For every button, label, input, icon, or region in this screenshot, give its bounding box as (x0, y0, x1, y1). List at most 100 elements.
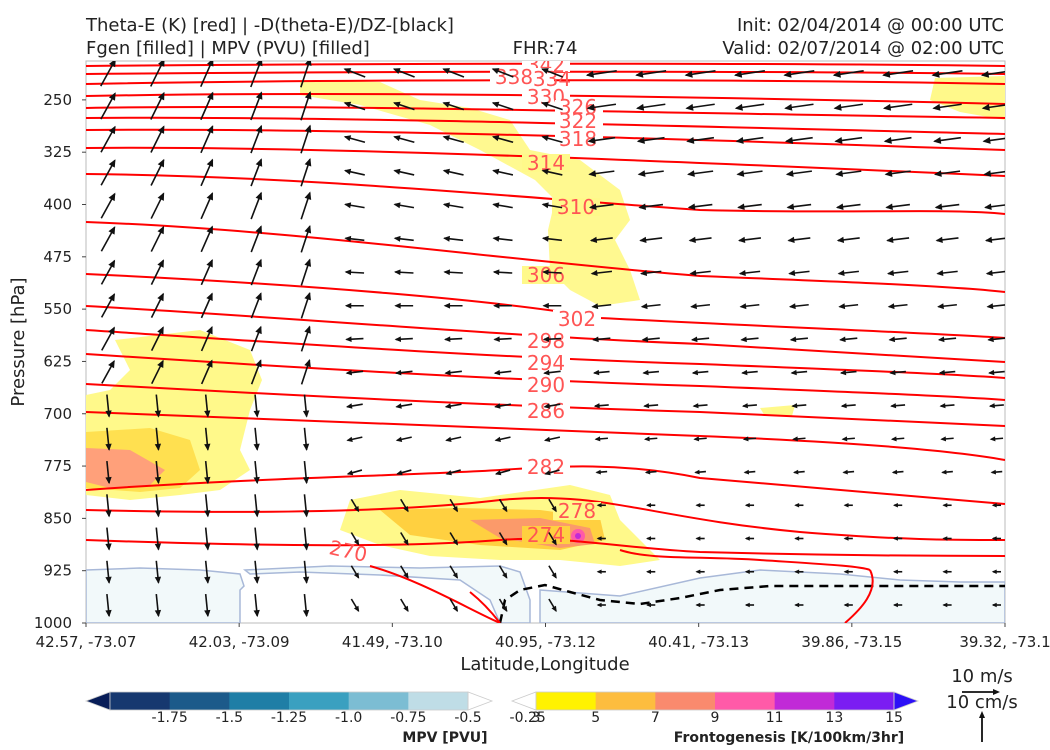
colorbar-tick-label: 15 (885, 710, 903, 726)
wind-vector-head (841, 436, 848, 442)
wind-vector-head (255, 191, 263, 201)
wind-vector-head (304, 225, 312, 234)
wind-vector-head (984, 236, 993, 243)
wind-vector-head (983, 170, 992, 177)
wind-vector-head (541, 202, 549, 209)
wind-vector-head (443, 235, 450, 242)
wind-vector-head (783, 70, 792, 78)
x-axis-label: Latitude,Longitude (460, 654, 629, 675)
wind-vector-head (837, 269, 845, 277)
wind-vector-head (204, 476, 211, 485)
wind-vector-head (988, 403, 995, 409)
y-axis-label: Pressure [hPa] (8, 277, 29, 406)
wind-vector-head (982, 136, 991, 144)
wind-vector-head (840, 403, 847, 409)
wind-vector-head (942, 536, 948, 541)
wind-vector-head (744, 569, 750, 574)
wind-vector-head (883, 136, 892, 144)
wind-vector-head (452, 605, 458, 613)
wind-vector-head (304, 61, 312, 67)
theta-label-310: 310 (557, 195, 595, 219)
wind-vector-head (442, 168, 450, 175)
wind-vector-head (494, 470, 502, 476)
wind-vector-head (737, 236, 746, 243)
y-tick-label: 625 (43, 352, 72, 370)
wind-vector-head (541, 101, 549, 108)
fgen-max-spot-core (575, 533, 581, 539)
wind-vector-head (108, 192, 116, 202)
wind-vector-head (794, 602, 800, 608)
wind-vector-head (108, 259, 116, 269)
theta-e-labels: 342 338 334 330 326 322 318 314 310 306 … (327, 61, 603, 567)
wind-vector-head (743, 469, 750, 475)
wind-vector-head (253, 476, 260, 485)
x-axis: 42.57, -73.07 42.03, -73.09 41.49, -73.10 4… (36, 623, 1050, 651)
wind-vector-head (889, 369, 896, 376)
colorbar-tick-label: 9 (711, 710, 720, 726)
wind-vector-head (685, 103, 694, 111)
wind-vector-head (551, 605, 557, 613)
wind-vector-head (255, 359, 262, 368)
wind-vector-head (206, 259, 213, 268)
wind-vector-head (394, 336, 402, 343)
wind-vector-head (843, 602, 849, 608)
wind-vector-head (444, 403, 452, 409)
wind-vector-head (636, 103, 645, 111)
wind-vector-head (739, 303, 747, 310)
wind-vector-head (740, 336, 747, 343)
wind-vector-head (304, 124, 312, 133)
wind-vector-head (105, 543, 112, 551)
wind-vector-head (396, 470, 403, 476)
wind-vectors (100, 61, 1005, 618)
wind-vector-head (493, 302, 500, 309)
colorbar-extend-max (893, 691, 920, 711)
wind-vector-head (502, 539, 508, 546)
wind-vector-head (931, 70, 940, 78)
wind-vector-head (637, 170, 646, 177)
wind-vector-head (690, 336, 698, 343)
wind-vector-head (585, 70, 594, 78)
colorbar-frame (109, 691, 469, 711)
wind-vector-head (502, 505, 508, 513)
wind-vector-head (452, 572, 458, 579)
wind-vector-head (302, 609, 310, 618)
wind-vector-head (206, 292, 213, 301)
wind-vector-head (394, 369, 402, 376)
wind-vector-head (304, 91, 312, 100)
wind-vector-head (886, 236, 894, 243)
wind-vector-head (792, 469, 799, 475)
wind-vector-head (108, 159, 116, 168)
theta-label-302: 302 (558, 307, 596, 331)
wind-vector-head (942, 569, 948, 574)
wind-vector-head (105, 609, 112, 618)
y-tick-label: 925 (43, 562, 72, 580)
wind-vector-head (204, 410, 211, 418)
theta-label-318: 318 (559, 127, 597, 151)
wind-vector-head (980, 70, 990, 78)
wind-vector-head (789, 336, 797, 343)
wind-vector-head (403, 572, 409, 579)
wind-vector-head (346, 436, 353, 442)
y-tick-label: 475 (43, 248, 72, 266)
wind-vector-head (787, 236, 795, 243)
wind-vector-head (888, 336, 896, 343)
wind-vector-head (942, 503, 948, 508)
wind-vector-head (393, 202, 401, 209)
wind-vector-head (302, 410, 310, 418)
wind-vector-head (452, 505, 458, 513)
wind-vector-head (744, 602, 750, 608)
wind-vector-head (494, 436, 501, 442)
wind-vector-head (893, 503, 898, 508)
wind-vector-head (991, 536, 997, 541)
wind-vector-head (543, 403, 550, 409)
init-time: Init: 02/04/2014 @ 00:00 UTC (737, 15, 1004, 36)
wind-vector-head (690, 303, 697, 310)
wind-vector-head (345, 336, 352, 343)
wind-vector-head (345, 369, 353, 376)
theta-e-contours (86, 62, 1005, 623)
wind-vector-head (108, 293, 115, 302)
wind-vector-head (206, 225, 213, 235)
wind-vector-head (442, 68, 451, 75)
wind-vector-head (154, 410, 162, 418)
